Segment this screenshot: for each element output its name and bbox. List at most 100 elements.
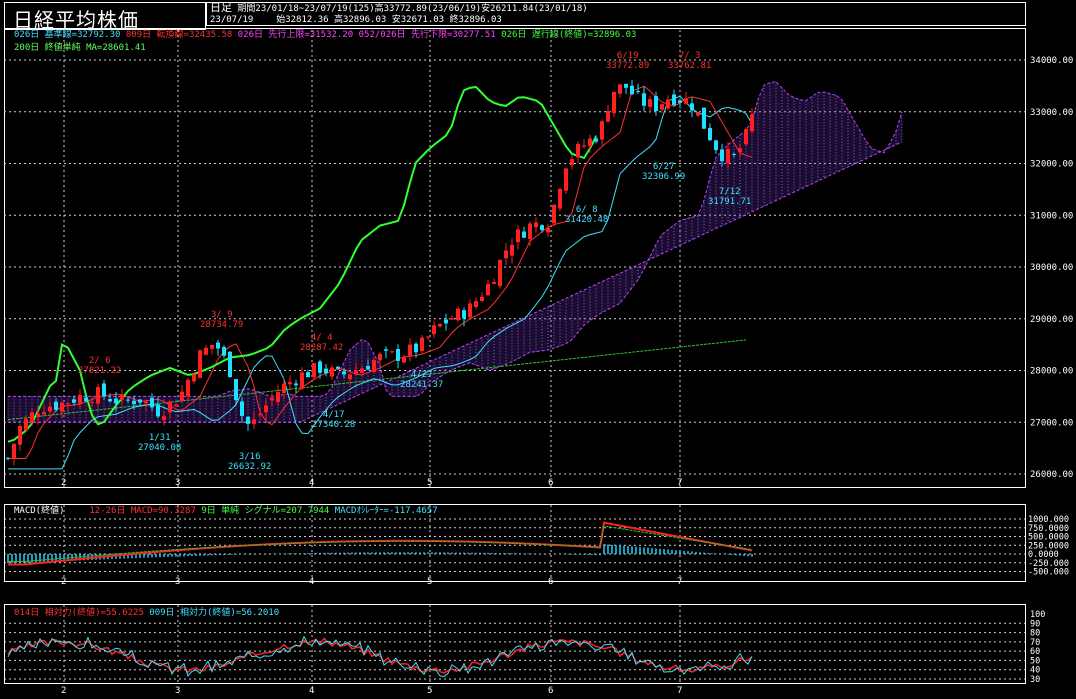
candle-body [198,350,202,378]
candle-body [324,368,328,374]
macd-axis-tick: 750.0000 [1028,524,1069,534]
month-label: 2 [61,686,66,696]
main-legend-row-2: 200日 終値単純 MA=28601.41 [14,42,146,54]
candle-body [90,401,94,403]
candle-body [318,361,322,373]
rsi-axis-tick: 60 [1030,647,1040,657]
candle-body [558,188,562,209]
candle-body [210,344,214,349]
candle-body [672,94,676,105]
kijun-line [8,95,753,470]
candle-body [402,356,406,363]
candle-body [426,336,430,338]
candle-body [624,83,628,88]
candle-body [414,343,418,353]
candle-body [78,394,82,404]
macd-axis-tick: -250.000 [1028,559,1069,569]
rsi9-line [7,635,753,678]
candle-body [432,325,436,335]
candle-body [744,129,748,145]
candle-body [330,367,334,377]
candle-body [690,103,694,111]
month-label: 7 [677,686,682,696]
candle-body [702,107,706,129]
rsi-axis-tick: 40 [1030,666,1040,676]
candle-body [282,383,286,394]
price-axis-tick: 28000.00 [1030,367,1073,377]
candlesticks [6,79,754,466]
macd-line [8,521,753,566]
rsi-axis-tick: 100 [1030,610,1045,620]
candle-body [468,303,472,318]
macd-axis-tick: 0.0000 [1028,550,1059,560]
candle-body [72,399,76,403]
candle-body [684,98,688,104]
candle-body [612,91,616,114]
macd-histogram [7,544,753,563]
candle-body [678,100,682,103]
candle-body [540,225,544,231]
legend-rsi14: 014日 相対力(終値)=55.6225 [14,608,144,618]
legend-tenkan: 009日 転換線=32435.58 [125,30,233,40]
price-axis-tick: 34000.00 [1030,56,1073,66]
month-label: 4 [309,577,314,587]
rsi-legend: 014日 相対力(終値)=55.6225 009日 相対力(終値)=56.201… [14,607,279,619]
candle-body [546,227,550,233]
price-axis-tick: 31000.00 [1030,211,1073,221]
candle-body [306,372,310,378]
candle-body [276,391,280,402]
candle-body [108,399,112,402]
candle-body [264,405,268,413]
candle-body [360,368,364,374]
candle-body [24,418,28,431]
candle-body [222,347,226,356]
month-label: 2 [61,478,66,488]
candle-body [630,85,634,95]
candle-body [720,149,724,162]
rsi-axis-tick: 80 [1030,629,1040,639]
price-axis-tick: 32000.00 [1030,160,1073,170]
candle-body [450,318,454,320]
rsi-panel [4,604,1026,684]
macd-axis-tick: 1000.000 [1028,515,1069,525]
candle-body [564,168,568,191]
candle-body [234,379,238,401]
candle-body [162,416,166,421]
candle-body [654,96,658,112]
candle-body [516,229,520,243]
candle-body [180,391,184,402]
axis-labels: 34000.00 33000.00 32000.00 31000.00 30000.00… [61,56,1073,696]
candle-body [498,259,502,287]
month-label: 2 [61,577,66,587]
legend-osc: MACDｵｼﾚｰﾀｰ=-117.4657 [334,506,438,516]
candle-body [552,204,556,224]
candle-body [150,397,154,408]
chart-mode: 日足 [210,1,232,14]
month-label: 5 [427,686,432,696]
candle-body [60,402,64,412]
signal-line [8,525,753,563]
legend-macd-title: MACD(終値) [14,506,65,516]
candle-body [216,342,220,349]
ma200-line [7,339,747,421]
candle-body [174,404,178,407]
month-label: 5 [427,478,432,488]
candle-body [258,414,262,416]
candle-body [738,148,742,153]
candle-body [438,323,442,327]
macd-axis-tick: -500.000 [1028,568,1069,578]
rsi-axis-tick: 90 [1030,619,1040,629]
candle-body [18,426,22,445]
month-label: 4 [309,478,314,488]
rsi-axis-tick: 50 [1030,656,1040,666]
price-panel [4,28,1026,488]
candle-body [228,351,232,378]
candle-body [294,383,298,386]
legend-senkou-a: 026日 先行上限=31532.20 [237,30,354,40]
candle-body [528,223,532,240]
candle-body [384,349,388,351]
candle-body [48,406,52,412]
candle-body [372,360,376,372]
month-label: 7 [677,478,682,488]
candle-body [708,128,712,141]
